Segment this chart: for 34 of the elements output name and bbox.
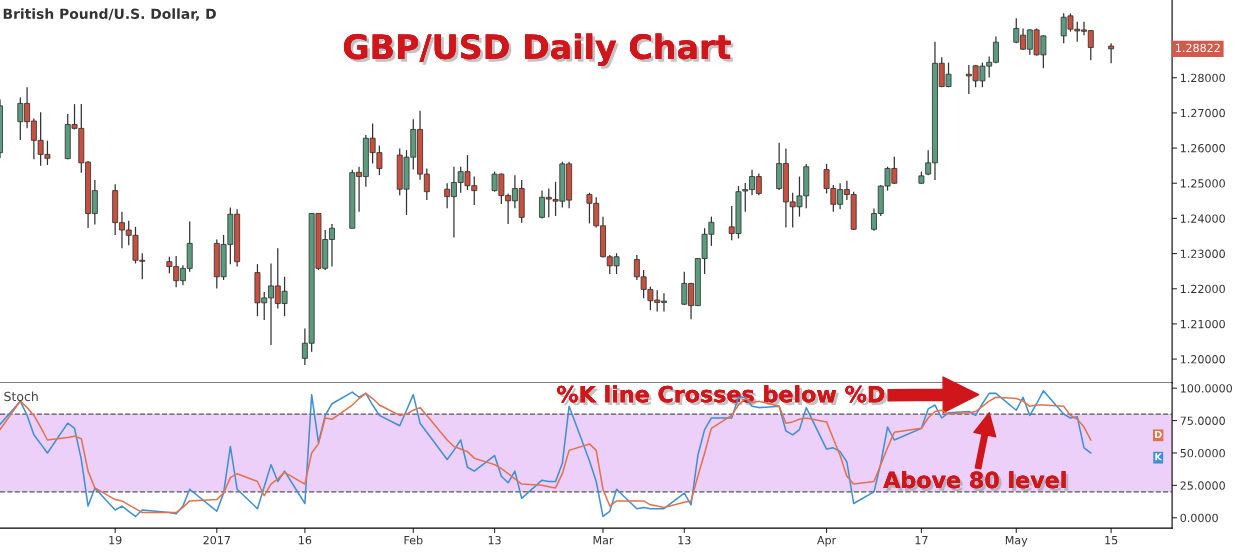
x-tick-label: 16 (299, 535, 312, 545)
x-tick-label: Apr (817, 536, 837, 547)
text: British Pound/U.S. Dollar, D (3, 8, 216, 21)
x-tick-label: 19 (109, 535, 122, 545)
y-tick-label: 1.23000 (1180, 249, 1225, 258)
x-tick-label: 13 (488, 535, 501, 545)
y-tick-label: 50.0000 (1180, 448, 1225, 458)
text: K (1155, 453, 1163, 461)
y-tick-label: 25.0000 (1180, 481, 1225, 490)
x-tick-label: Mar (593, 536, 614, 545)
y-tick-label: 1.28000 (1180, 73, 1225, 83)
x-tick-label: 2017 (203, 535, 230, 545)
y-tick-label: 0.0000 (1180, 513, 1218, 523)
annotation: Above 80 level (883, 471, 1069, 492)
y-tick-label: 75.0000 (1180, 416, 1225, 425)
text: Stoch (4, 391, 38, 402)
y-tick-label: 1.25000 (1180, 179, 1225, 188)
text: D (1155, 430, 1162, 438)
y-tick-label: 1.27000 (1180, 108, 1225, 118)
candlestick (1108, 42, 1115, 64)
y-tick-label: 1.21000 (1180, 319, 1225, 329)
text: 1.28822 (1176, 43, 1220, 53)
y-tick-label: 100.0000 (1180, 384, 1233, 393)
y-tick-label: 1.26000 (1180, 144, 1225, 153)
text: GBP/USD Daily Chart (343, 33, 734, 69)
y-tick-label: 1.20000 (1180, 355, 1225, 364)
x-tick-label: May (1005, 536, 1028, 547)
x-tick-label: 15 (1105, 536, 1118, 545)
y-tick-label: 1.22000 (1180, 284, 1225, 294)
x-tick-label: 13 (678, 535, 691, 545)
y-tick-label: 1.24000 (1180, 214, 1225, 223)
x-tick-label: Feb (404, 535, 423, 545)
x-tick-label: 17 (915, 536, 928, 545)
annotation: %K line Crosses below %D (557, 385, 887, 406)
